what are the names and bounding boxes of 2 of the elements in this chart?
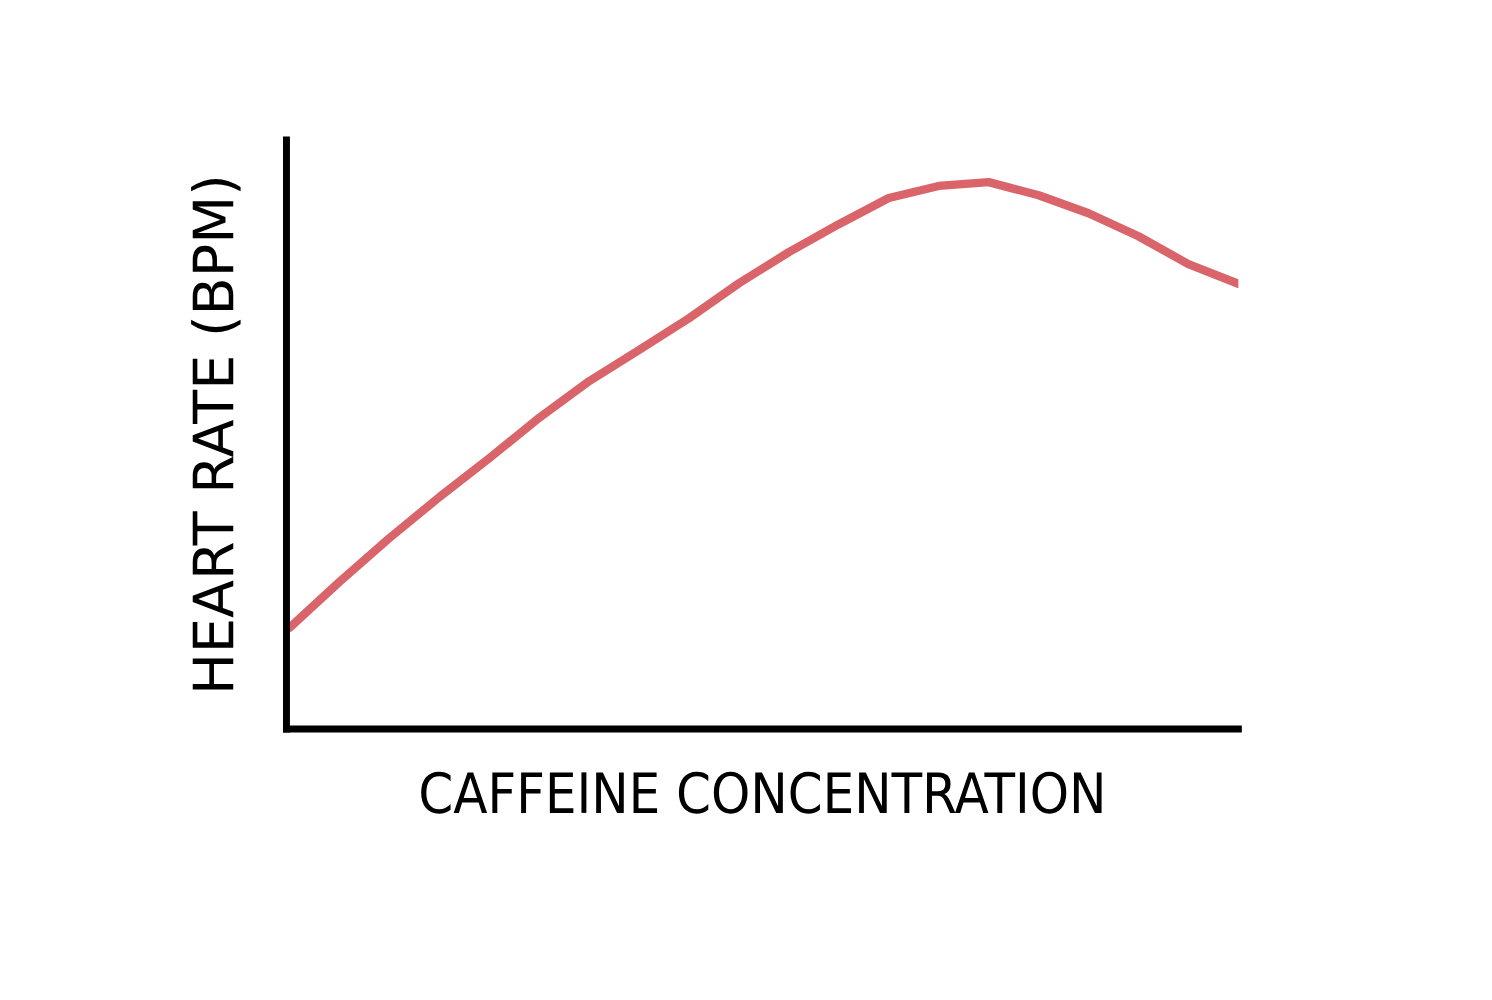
y-axis-title: HEART RATE (BPM): [191, 178, 241, 690]
x-axis-title: CAFFEINE CONCENTRATION: [421, 771, 1102, 814]
